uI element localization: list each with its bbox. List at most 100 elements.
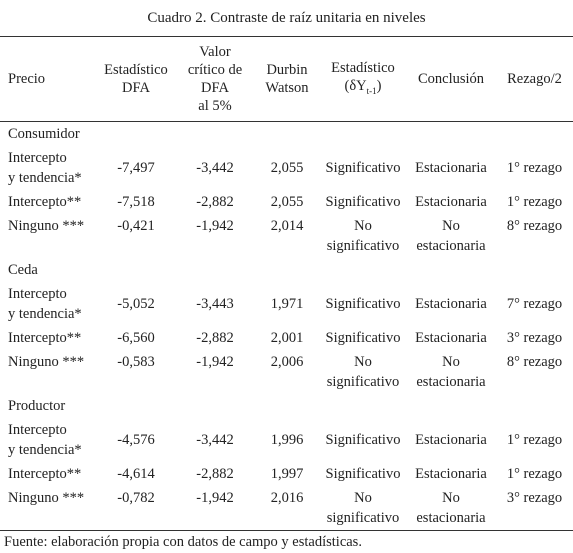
table-cell: 1,996 xyxy=(270,432,304,448)
table-cell: Estacionaria xyxy=(415,296,487,312)
table-cell: Significativo xyxy=(325,466,401,482)
header-text: Watson xyxy=(265,80,309,96)
table-body: Consumidor Intercepto y tendencia* -7,497 -3… xyxy=(0,122,573,531)
table-cell: Intercepto y tendencia* xyxy=(0,282,96,326)
table-cell: 1° rezago xyxy=(506,432,563,448)
cell-text: No xyxy=(354,218,372,234)
table-cell: -3,442 xyxy=(196,160,234,176)
table-cell: 8° rezago xyxy=(506,218,563,234)
table-cell: 1° rezago xyxy=(506,160,563,176)
table-cell: Ninguno *** xyxy=(8,354,85,370)
header-cell: Valor crítico de DFA al 5% xyxy=(176,37,254,122)
cell-text: significativo xyxy=(326,374,400,390)
table-row: Intercepto y tendencia* -4,576 -3,442 1,996 S… xyxy=(0,418,573,462)
table-row: Ninguno *** -0,421 -1,942 2,014 No significat… xyxy=(0,214,573,258)
header-text: Precio xyxy=(8,71,46,87)
table-cell: Significativo xyxy=(325,330,401,346)
table-cell: -2,882 xyxy=(196,194,234,210)
header-text: DFA xyxy=(201,80,229,96)
header-text: ) xyxy=(376,77,382,94)
cell-text: Intercepto xyxy=(8,286,67,302)
header-text: Rezago/2 xyxy=(507,71,562,87)
cell-text: No xyxy=(354,354,372,370)
table-cell: Intercepto** xyxy=(8,466,82,482)
table-cell: Significativo xyxy=(325,432,401,448)
table-cell: 2,055 xyxy=(270,194,304,210)
cell-text: estacionaria xyxy=(416,238,486,254)
group-row: Consumidor xyxy=(0,122,573,147)
table-cell: Estacionaria xyxy=(415,432,487,448)
cell-text: No xyxy=(442,490,460,506)
table-cell: No significativo xyxy=(320,214,406,258)
table-cell: -0,421 xyxy=(117,218,155,234)
group-label: Consumidor xyxy=(8,126,80,142)
table-header: Precio Estadístico DFA Valor crítico de DFA al… xyxy=(0,36,573,122)
table-cell: Estacionaria xyxy=(415,330,487,346)
header-cell: Precio xyxy=(0,37,96,122)
group-row: Ceda xyxy=(0,258,573,282)
table-row: Intercepto y tendencia* -7,497 -3,442 2,055 S… xyxy=(0,146,573,190)
header-cell: Conclusión xyxy=(406,37,496,122)
table-row: Intercepto** -4,614 -2,882 1,997 Significati… xyxy=(0,462,573,486)
cell-text: No xyxy=(442,218,460,234)
table-row: Ninguno *** -0,782 -1,942 2,016 No significat… xyxy=(0,486,573,531)
table-cell: -0,583 xyxy=(117,354,155,370)
header-text: crítico de xyxy=(187,62,243,78)
table-cell: 3° rezago xyxy=(506,490,563,506)
group-label: Ceda xyxy=(8,262,38,278)
table-cell: -3,443 xyxy=(196,296,234,312)
header-cell: Durbin Watson xyxy=(254,37,320,122)
footer-note: Fuente: elaboración propia con datos de … xyxy=(4,534,362,550)
table-cell: 2,001 xyxy=(270,330,304,346)
table-cell: Estacionaria xyxy=(415,466,487,482)
table-cell: 3° rezago xyxy=(506,330,563,346)
table: Precio Estadístico DFA Valor crítico de DFA al… xyxy=(0,36,573,531)
header-text: (δY xyxy=(344,77,367,94)
table-cell: Significativo xyxy=(325,194,401,210)
table-cell: Intercepto** xyxy=(8,330,82,346)
table-cell: No estacionaria xyxy=(406,350,496,394)
table-cell: -1,942 xyxy=(196,218,234,234)
header-cell: Rezago/2 xyxy=(496,37,573,122)
table-cell: 7° rezago xyxy=(506,296,563,312)
table-cell: No significativo xyxy=(320,350,406,394)
table-cell: -5,052 xyxy=(117,296,155,312)
cell-text: Intercepto xyxy=(8,422,67,438)
header-text: al 5% xyxy=(198,98,232,114)
table-cell: 1,971 xyxy=(270,296,304,312)
cell-text: No xyxy=(354,490,372,506)
cell-text: significativo xyxy=(326,510,400,526)
table-cell: Intercepto y tendencia* xyxy=(0,418,96,462)
table-cell: Significativo xyxy=(325,296,401,312)
cell-text: y tendencia* xyxy=(8,306,82,322)
table-cell: 2,055 xyxy=(270,160,304,176)
cell-text: y tendencia* xyxy=(8,442,82,458)
table-cell: 8° rezago xyxy=(506,354,563,370)
table-cell: Ninguno *** xyxy=(8,490,85,506)
header-text: t-1 xyxy=(366,85,377,96)
cell-text: No xyxy=(442,354,460,370)
table-cell: 2,006 xyxy=(270,354,304,370)
header-text: Durbin xyxy=(266,62,308,78)
table-row: Intercepto** -6,560 -2,882 2,001 Significati… xyxy=(0,326,573,350)
table-row: Ninguno *** -0,583 -1,942 2,006 No significat… xyxy=(0,350,573,394)
table-cell: -4,614 xyxy=(117,466,155,482)
header-text: Valor xyxy=(199,44,231,60)
cell-text: Intercepto xyxy=(8,150,67,166)
table-cell: Estacionaria xyxy=(415,160,487,176)
table-row: Intercepto y tendencia* -5,052 -3,443 1,971 S… xyxy=(0,282,573,326)
table-cell: Ninguno *** xyxy=(8,218,85,234)
table-cell: Intercepto** xyxy=(8,194,82,210)
cell-text: estacionaria xyxy=(416,374,486,390)
header-cell: Estadístico DFA xyxy=(96,37,176,122)
table-cell: 2,014 xyxy=(270,218,304,234)
group-row: Productor xyxy=(0,394,573,418)
table-cell: Intercepto y tendencia* xyxy=(0,146,96,190)
table-cell: Estacionaria xyxy=(415,194,487,210)
table-row: Intercepto** -7,518 -2,882 2,055 Significati… xyxy=(0,190,573,214)
table-cell: 2,016 xyxy=(270,490,304,506)
table-cell: -3,442 xyxy=(196,432,234,448)
table-cell: No estacionaria xyxy=(406,486,496,531)
table-cell: -4,576 xyxy=(117,432,155,448)
